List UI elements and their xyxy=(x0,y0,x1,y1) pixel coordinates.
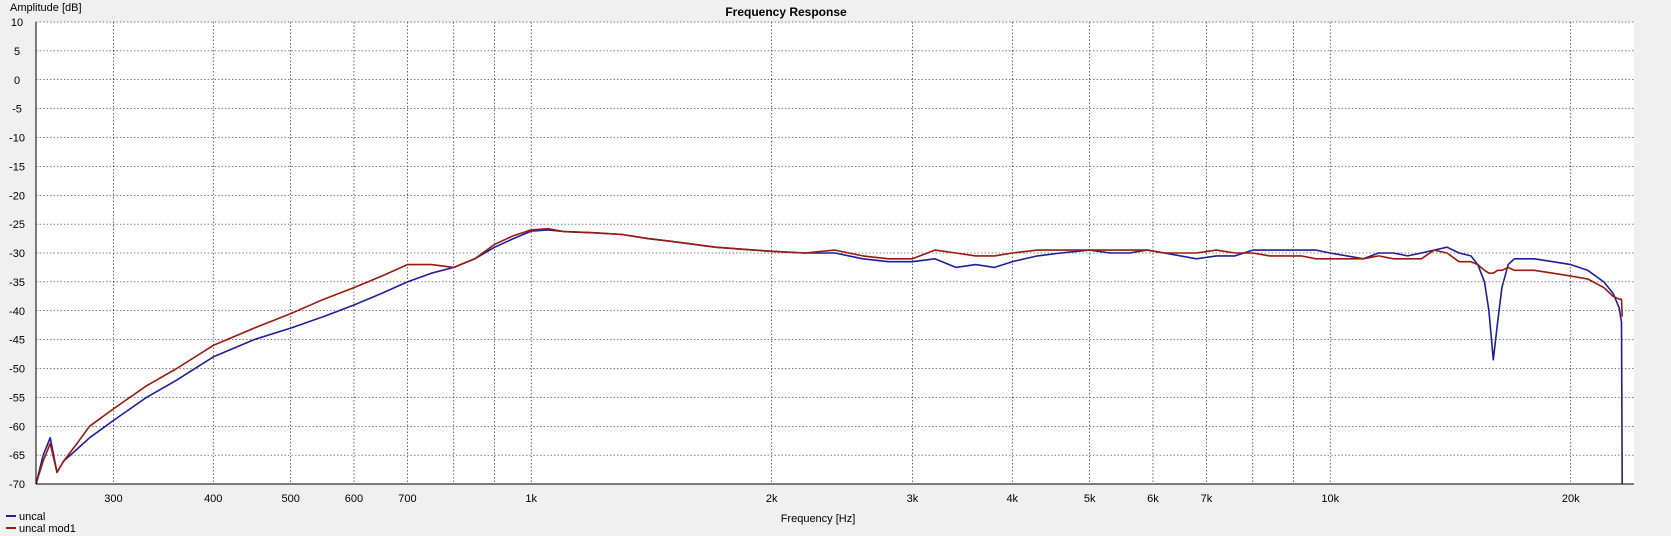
x-tick-label: 700 xyxy=(398,493,416,505)
y-tick-label: -50 xyxy=(9,364,25,376)
y-tick-label: -45 xyxy=(9,335,25,347)
x-axis-label: Frequency [Hz] xyxy=(781,513,856,525)
legend-entry: uncal xyxy=(19,511,45,523)
plot-frame xyxy=(35,22,1634,485)
y-axis-label: Amplitude [dB] xyxy=(10,2,82,14)
x-tick-label: 1k xyxy=(525,493,537,505)
y-tick-label: -70 xyxy=(9,479,25,491)
y-tick-label: -10 xyxy=(9,133,25,145)
x-tick-labels: 300 400 500 600 700 1k 2k 3k 4k 5k 6k 7k 10k 20k xyxy=(104,493,1580,505)
y-tick-label: 5 xyxy=(14,46,20,58)
x-tick-label: 500 xyxy=(282,493,300,505)
x-tick-label: 5k xyxy=(1084,493,1096,505)
x-tick-label: 20k xyxy=(1562,493,1580,505)
x-tick-label: 300 xyxy=(104,493,122,505)
x-tick-label: 10k xyxy=(1321,493,1339,505)
y-tick-label: -20 xyxy=(9,190,25,202)
legend-entry: uncal mod1 xyxy=(19,523,76,535)
chart-title: Frequency Response xyxy=(725,5,847,19)
y-tick-label: -55 xyxy=(9,392,25,404)
y-tick-label: -5 xyxy=(12,104,22,116)
y-tick-label: 10 xyxy=(11,17,23,29)
x-tick-label: 6k xyxy=(1147,493,1159,505)
x-tick-label: 2k xyxy=(766,493,778,505)
y-tick-label: -30 xyxy=(9,248,25,260)
x-tick-label: 4k xyxy=(1006,493,1018,505)
x-tick-label: 600 xyxy=(345,493,363,505)
x-tick-label: 400 xyxy=(204,493,222,505)
x-tick-label: 3k xyxy=(907,493,919,505)
y-tick-label: -35 xyxy=(9,277,25,289)
y-tick-labels: 10 5 0 -5 -10 -15 -20 -25 -30 -35 -40 -45 -50 -55 -60 -… xyxy=(9,17,25,491)
series-line-uncal xyxy=(35,229,1623,485)
y-tick-label: -25 xyxy=(9,219,25,231)
y-tick-label: -40 xyxy=(9,306,25,318)
grid-layer xyxy=(36,21,1634,484)
y-tick-label: -15 xyxy=(9,161,25,173)
y-tick-label: 0 xyxy=(14,75,20,87)
series-line-uncal-mod1 xyxy=(35,227,1623,485)
y-tick-label: -65 xyxy=(9,450,25,462)
series-layer xyxy=(35,227,1623,485)
y-tick-label: -60 xyxy=(9,421,25,433)
x-tick-label: 7k xyxy=(1201,493,1213,505)
